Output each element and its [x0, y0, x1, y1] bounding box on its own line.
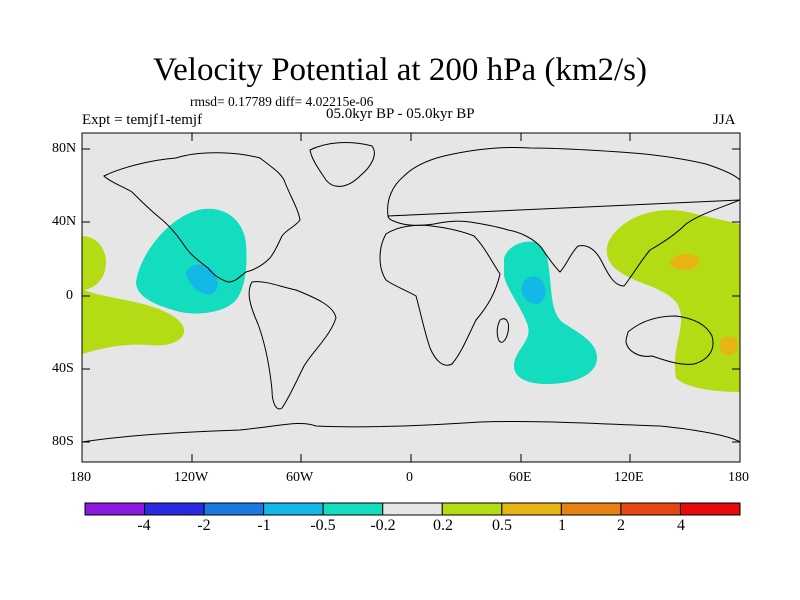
lon-label-60e: 60E — [509, 470, 532, 485]
positive-anomaly-core-1 — [670, 254, 699, 270]
lat-label-80s: 80S — [52, 434, 74, 449]
season-label: JJA — [713, 112, 736, 128]
positive-anomaly-core-2 — [719, 336, 738, 356]
negative-anomaly-pacific — [136, 208, 247, 314]
coast-madagascar — [496, 318, 509, 343]
lon-label-120e: 120E — [614, 470, 644, 485]
colorbar-box — [144, 502, 205, 516]
lat-label-40s: 40S — [52, 361, 74, 376]
coastlines — [82, 142, 740, 443]
colorbar-label: 4 — [677, 517, 685, 534]
map-title: Velocity Potential at 200 hPa (km2/s) — [152, 52, 648, 88]
colorbar — [84, 502, 741, 516]
lon-label-60w: 60W — [286, 470, 314, 485]
positive-anomaly-east-pacific — [82, 236, 185, 354]
lat-label-0: 0 — [66, 288, 73, 303]
colorbar-box — [84, 502, 146, 516]
lat-label-80n: 80N — [52, 141, 77, 156]
positive-anomaly-west-pacific — [606, 210, 740, 392]
lon-label-180e: 180 — [728, 470, 749, 485]
coast-australia — [625, 315, 714, 365]
coast-south-america — [248, 281, 337, 410]
colorbar-label: 1 — [558, 517, 566, 534]
lon-label-0: 0 — [406, 470, 413, 485]
colorbar-label: 0.2 — [433, 517, 453, 534]
colorbar-box — [263, 502, 324, 516]
colorbar-box — [382, 502, 443, 516]
colorbar-label: -1 — [257, 517, 271, 534]
ticks — [81, 133, 741, 462]
colorbar-box — [501, 502, 562, 516]
colorbar-box — [203, 502, 265, 516]
colorbar-box — [441, 502, 503, 516]
colorbar-label: -2 — [197, 517, 211, 534]
negative-anomaly-indian-core — [521, 276, 546, 304]
coast-antarctica — [82, 420, 740, 443]
colorbar-label: -4 — [137, 517, 151, 534]
colorbar-label: -0.5 — [310, 517, 336, 534]
map-panel — [81, 132, 741, 463]
colorbar-box — [560, 502, 622, 516]
experiment-label: Expt = temjf1-temjf — [82, 112, 203, 128]
colorbar-box — [322, 502, 384, 516]
coast-greenland — [309, 142, 375, 187]
lon-label-180w: 180 — [70, 470, 91, 485]
colorbar-label: 0.5 — [492, 517, 512, 534]
lat-label-40n: 40N — [52, 214, 77, 229]
colorbar-box — [620, 502, 681, 516]
colorbar-label: -0.2 — [370, 517, 396, 534]
negative-anomaly-indian-ocean — [504, 241, 598, 384]
period-label: 05.0kyr BP - 05.0kyr BP — [326, 106, 475, 122]
stats-text: rmsd= 0.17789 diff= 4.02215e-06 — [190, 94, 374, 109]
colorbar-box — [679, 502, 741, 516]
lon-label-120w: 120W — [174, 470, 209, 485]
negative-anomaly-pacific-core — [186, 264, 218, 295]
coast-north-america — [103, 152, 301, 283]
coast-africa — [379, 224, 501, 366]
colorbar-label: 2 — [617, 517, 625, 534]
coast-eurasia — [387, 146, 740, 287]
